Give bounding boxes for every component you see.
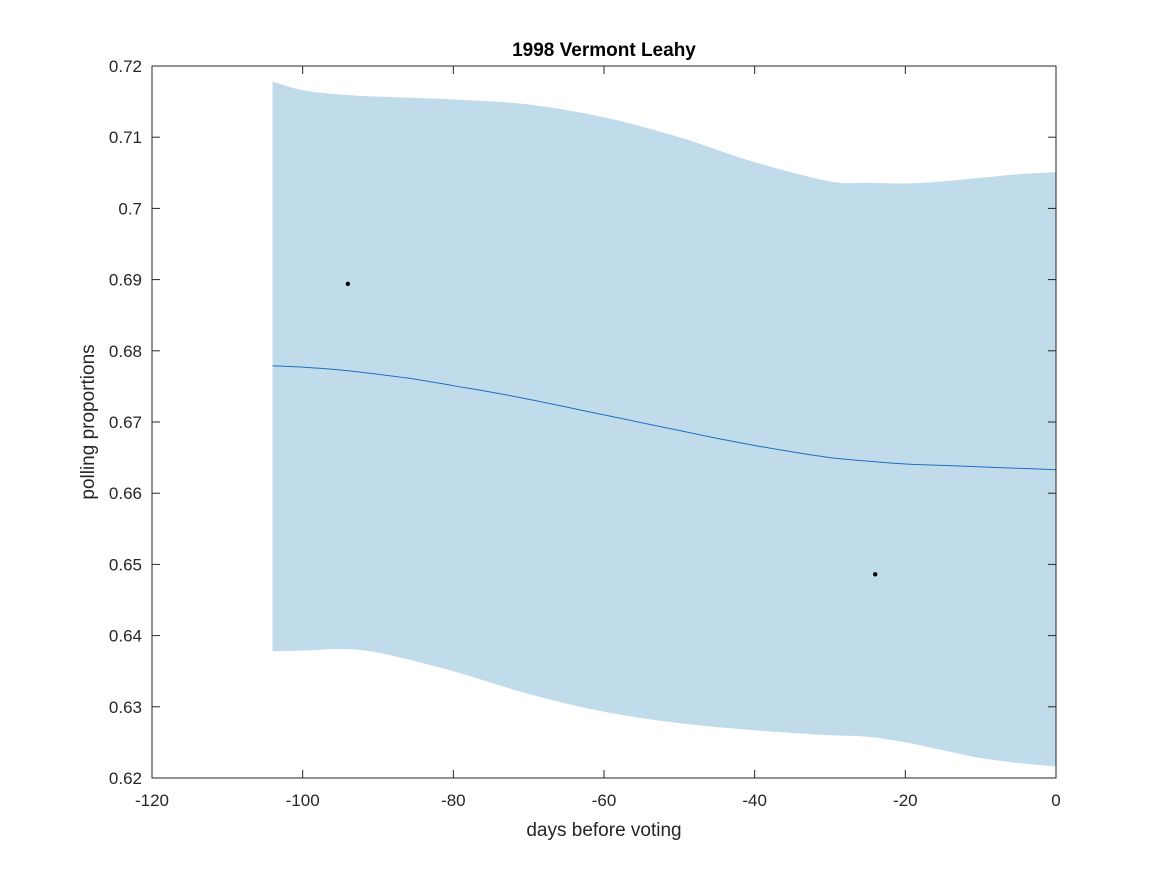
y-tick-label: 0.66 [109, 484, 142, 503]
y-tick-label: 0.68 [109, 342, 142, 361]
series-line-0 [272, 365, 1057, 471]
x-tick-label: -100 [286, 791, 320, 810]
data-point [873, 572, 878, 577]
y-tick-label: 0.65 [109, 555, 142, 574]
confidence-band [272, 81, 1056, 767]
y-tick-label: 0.64 [109, 627, 142, 646]
y-tick-label: 0.71 [109, 128, 142, 147]
y-tick-label: 0.67 [109, 413, 142, 432]
data-point [345, 281, 351, 287]
y-tick-label: 0.7 [118, 199, 142, 218]
y-tick-label: 0.63 [109, 698, 142, 717]
x-tick-label: -60 [592, 791, 617, 810]
x-tick-label: -120 [135, 791, 169, 810]
x-axis-label: days before voting [526, 820, 681, 841]
y-tick-label: 0.62 [109, 769, 142, 788]
x-tick-label: -40 [742, 791, 767, 810]
x-tick-label: 0 [1051, 791, 1060, 810]
y-axis-label: polling proportions [78, 344, 99, 499]
chart-title: 1998 Vermont Leahy [512, 40, 696, 61]
y-tick-label: 0.72 [109, 57, 142, 76]
x-tick-label: -80 [441, 791, 466, 810]
y-tick-label: 0.69 [109, 271, 142, 290]
x-tick-label: -20 [893, 791, 918, 810]
